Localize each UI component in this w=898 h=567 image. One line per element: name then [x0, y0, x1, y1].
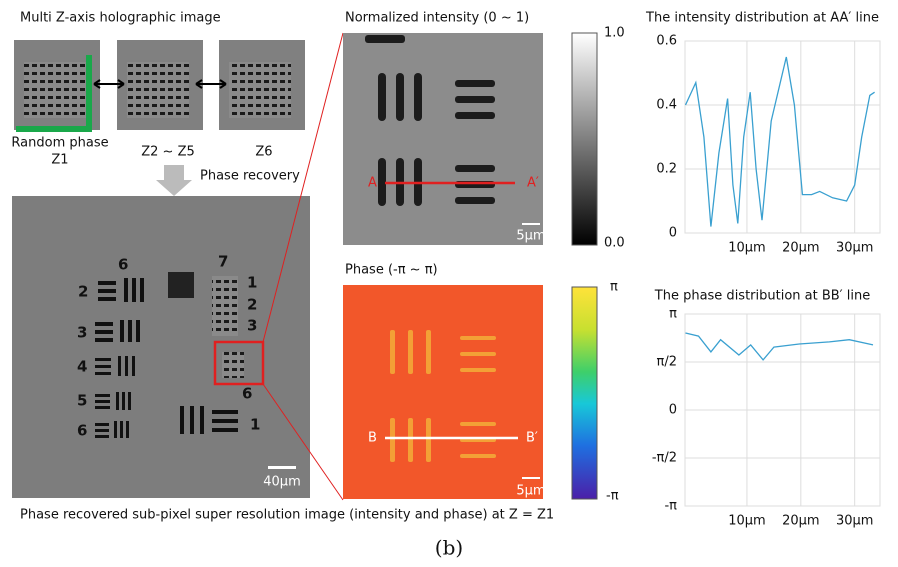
group-label: 5	[77, 392, 87, 410]
x-tick-label: 10μm	[728, 514, 765, 529]
y-tick-label: -π/2	[652, 451, 677, 466]
holograms	[14, 40, 305, 132]
x-tick-label: 10μm	[728, 241, 765, 256]
y-tick-label: 0	[669, 226, 677, 241]
line-label: B′	[526, 431, 538, 446]
y-tick-label: 0	[669, 403, 677, 418]
colorbar-label: -π	[606, 489, 619, 504]
group-label: 6	[118, 256, 128, 274]
chart-title: The phase distribution at BB′ line	[654, 289, 870, 304]
y-tick-label: π/2	[657, 354, 677, 369]
chart-title: The intensity distribution at AA′ line	[645, 11, 879, 26]
phase-recovery: Phase recovery	[200, 169, 300, 184]
y-tick-label: 0.4	[656, 98, 677, 113]
scale-label: 5μm	[516, 229, 545, 244]
top-title: Multi Z-axis holographic image	[20, 11, 221, 26]
holo-label: Z1	[51, 153, 68, 168]
group-label: 1	[247, 274, 257, 292]
data-line	[685, 332, 874, 361]
y-tick-label: π	[669, 307, 677, 322]
group-label: 1	[250, 416, 260, 434]
x-tick-label: 20μm	[782, 514, 819, 529]
group-label: 7	[218, 253, 228, 271]
intensity-image	[343, 32, 598, 246]
data-line	[684, 56, 875, 227]
group-label: 3	[247, 317, 257, 335]
group-label: 3	[77, 324, 87, 342]
line-label: A′	[527, 176, 539, 191]
panel-label: (b)	[435, 536, 463, 560]
group-label: 2	[247, 296, 257, 314]
group-label: 6	[77, 422, 87, 440]
y-tick-label: 0.2	[656, 162, 677, 177]
colorbar-label: π	[610, 280, 618, 295]
holo-label: Z2 ~ Z5	[141, 145, 195, 160]
line-label: A	[368, 176, 377, 191]
scale-label: 40μm	[263, 475, 300, 490]
group-label: 2	[78, 283, 88, 301]
phase-image	[343, 285, 598, 500]
x-tick-label: 30μm	[836, 241, 873, 256]
recovered-image	[12, 32, 344, 501]
y-tick-label: 0.6	[656, 34, 677, 49]
holo-label: Z6	[255, 145, 272, 160]
plot-area	[684, 40, 881, 234]
intensity-title: Normalized intensity (0 ~ 1)	[345, 11, 529, 26]
line-label: B	[368, 431, 377, 446]
phase-title: Phase (-π ~ π)	[345, 263, 438, 278]
y-tick-label: -π	[664, 499, 677, 514]
holo-label: Random phase	[11, 136, 108, 151]
group-label: 4	[77, 358, 87, 376]
group-label: 6	[242, 385, 252, 403]
arrow	[156, 165, 192, 196]
x-tick-label: 30μm	[836, 514, 873, 529]
x-tick-label: 20μm	[782, 241, 819, 256]
colorbar-label: 0.0	[604, 236, 625, 251]
caption: Phase recovered sub-pixel super resoluti…	[20, 508, 554, 523]
scale-label: 5μm	[516, 484, 545, 499]
colorbar-label: 1.0	[604, 26, 625, 41]
